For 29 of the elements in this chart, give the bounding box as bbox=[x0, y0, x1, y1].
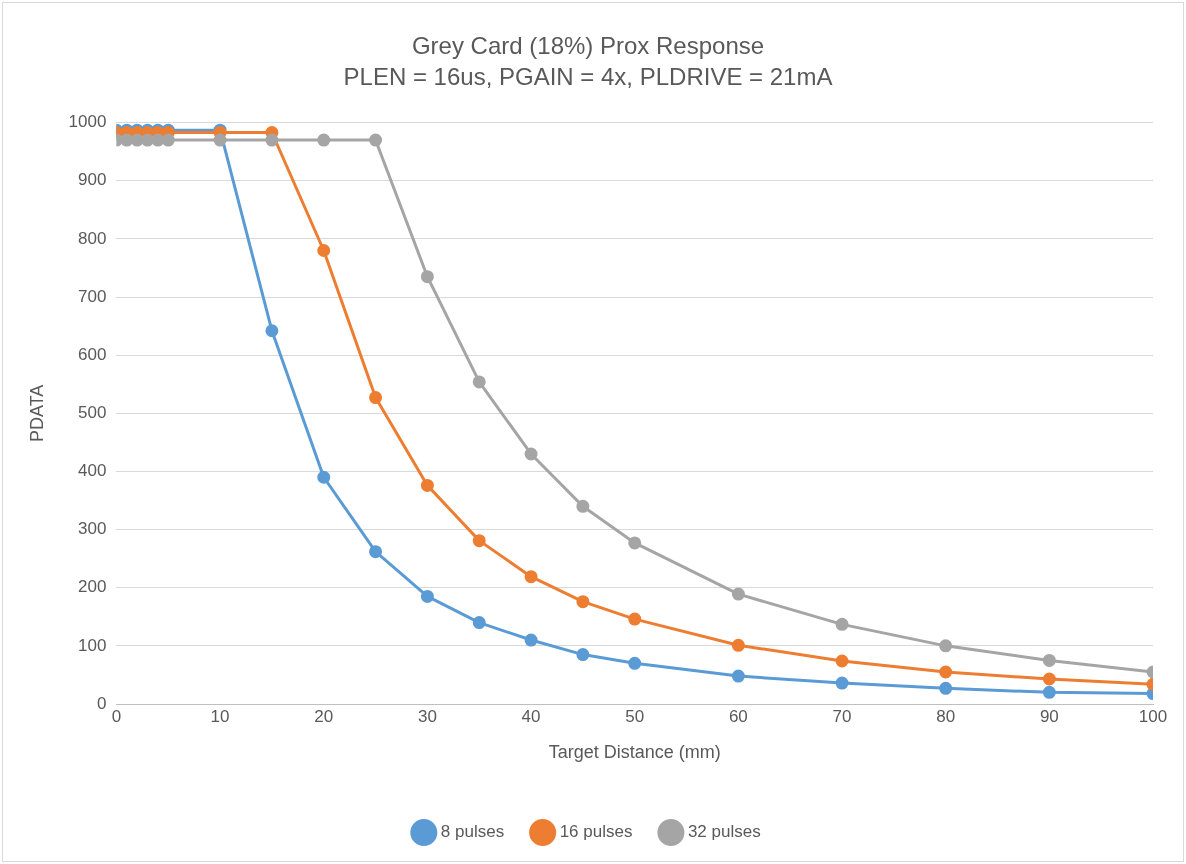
y-axis-title: PDATA bbox=[26, 384, 47, 442]
chart-subtitle: PLEN = 16us, PGAIN = 4x, PLDRIVE = 21mA bbox=[343, 62, 833, 90]
y-tick-label: 0 bbox=[96, 693, 107, 713]
y-tick-label: 800 bbox=[78, 228, 107, 248]
y-tick-label: 400 bbox=[78, 461, 107, 481]
y-tick-label: 900 bbox=[78, 170, 107, 190]
x-axis-title: Target Distance (mm) bbox=[548, 742, 721, 763]
y-tick-label: 700 bbox=[78, 286, 107, 306]
x-tick-label: 80 bbox=[936, 706, 956, 726]
y-tick-label: 500 bbox=[78, 402, 107, 422]
x-tick-label: 50 bbox=[625, 706, 645, 726]
legend-label: 8 pulses bbox=[440, 822, 505, 842]
x-tick-label: 60 bbox=[728, 706, 748, 726]
x-tick-label: 20 bbox=[314, 706, 334, 726]
legend-label: 16 pulses bbox=[559, 822, 633, 842]
x-tick-label: 100 bbox=[1138, 706, 1168, 726]
x-tick-label: 10 bbox=[210, 706, 230, 726]
x-tick-label: 0 bbox=[111, 706, 122, 726]
x-tick-label: 70 bbox=[832, 706, 852, 726]
y-tick-label: 600 bbox=[78, 344, 107, 364]
chart-title: Grey Card (18%) Prox Response bbox=[411, 32, 765, 60]
x-tick-label: 90 bbox=[1039, 706, 1059, 726]
y-tick-label: 300 bbox=[78, 519, 107, 539]
y-tick-label: 1000 bbox=[68, 112, 107, 132]
legend-label: 32 pulses bbox=[687, 822, 761, 842]
y-tick-label: 100 bbox=[78, 635, 107, 655]
x-tick-label: 40 bbox=[521, 706, 541, 726]
x-tick-label: 30 bbox=[417, 706, 437, 726]
y-tick-label: 200 bbox=[78, 577, 107, 597]
